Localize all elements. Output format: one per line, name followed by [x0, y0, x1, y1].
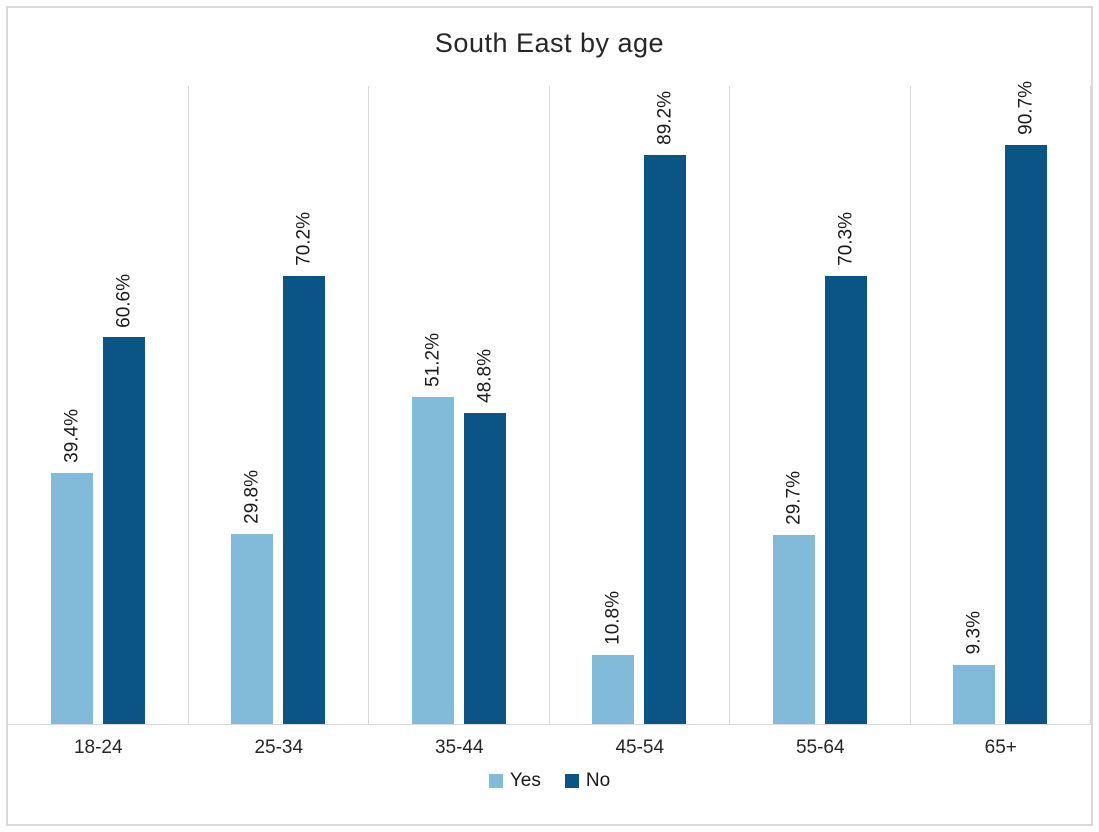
data-label-no-18-24: 60.6% [113, 273, 135, 328]
bar-yes-18-24: 39.4% [50, 409, 93, 724]
bar-no-25-34: 70.2% [283, 212, 326, 724]
data-label-no-45-54: 89.2% [654, 91, 676, 145]
bar-yes-55-64: 29.7% [772, 471, 815, 724]
category-group-18-24: 39.4% 60.6% [8, 86, 189, 724]
legend: Yes No [0, 770, 1099, 792]
x-axis-label-25-34: 25-34 [254, 737, 304, 758]
data-label-yes-65+: 9.3% [963, 611, 985, 655]
data-label-no-35-44: 48.8% [474, 348, 496, 403]
x-axis-labels: 18-24 25-34 35-44 45-54 55-64 65+ [8, 725, 1091, 765]
x-axis-label-45-54: 45-54 [615, 737, 665, 758]
chart-title: South East by age [434, 28, 665, 58]
category-group-35-44: 51.2% 48.8% [369, 86, 550, 724]
legend-item-no: No [564, 770, 611, 792]
data-label-yes-35-44: 51.2% [422, 333, 444, 388]
category-group-25-34: 29.8% 70.2% [189, 86, 369, 724]
data-label-no-55-64: 70.3% [835, 211, 857, 266]
legend-swatch-yes [488, 774, 503, 788]
data-label-yes-18-24: 39.4% [61, 408, 83, 463]
data-label-yes-55-64: 29.7% [783, 470, 805, 525]
bar-no-45-54: 89.2% [644, 91, 687, 724]
bar-yes-45-54: 10.8% [592, 591, 635, 724]
bar-no-18-24: 60.6% [102, 274, 145, 724]
x-axis-label-55-64: 55-64 [795, 737, 845, 758]
category-group-55-64: 29.7% 70.3% [730, 86, 911, 724]
bar-yes-35-44: 51.2% [411, 333, 454, 724]
data-label-no-65+: 90.7% [1015, 81, 1037, 136]
bar-no-55-64: 70.3% [824, 212, 867, 724]
data-label-yes-45-54: 10.8% [602, 591, 624, 646]
data-label-no-25-34: 70.2% [293, 212, 315, 267]
bar-yes-65+: 9.3% [953, 611, 996, 724]
legend-label-no: No [585, 770, 611, 791]
plot-area: 39.4% 60.6% 29.8% 70.2% 51.2% 48.8% 10.8% 89.2%… [8, 81, 1091, 725]
x-axis-label-35-44: 35-44 [434, 737, 484, 758]
data-label-yes-25-34: 29.8% [241, 470, 263, 524]
legend-swatch-no [564, 774, 579, 788]
x-axis-label-65+: 65+ [984, 737, 1017, 758]
bar-no-65+: 90.7% [1005, 81, 1048, 724]
legend-label-yes: Yes [509, 770, 541, 791]
category-group-65+: 9.3% 90.7% [911, 81, 1091, 724]
bar-yes-25-34: 29.8% [231, 470, 274, 724]
bar-no-35-44: 48.8% [463, 349, 506, 724]
legend-item-yes: Yes [488, 770, 541, 792]
x-axis-label-18-24: 18-24 [73, 737, 123, 758]
category-group-45-54: 10.8% 89.2% [550, 86, 730, 724]
